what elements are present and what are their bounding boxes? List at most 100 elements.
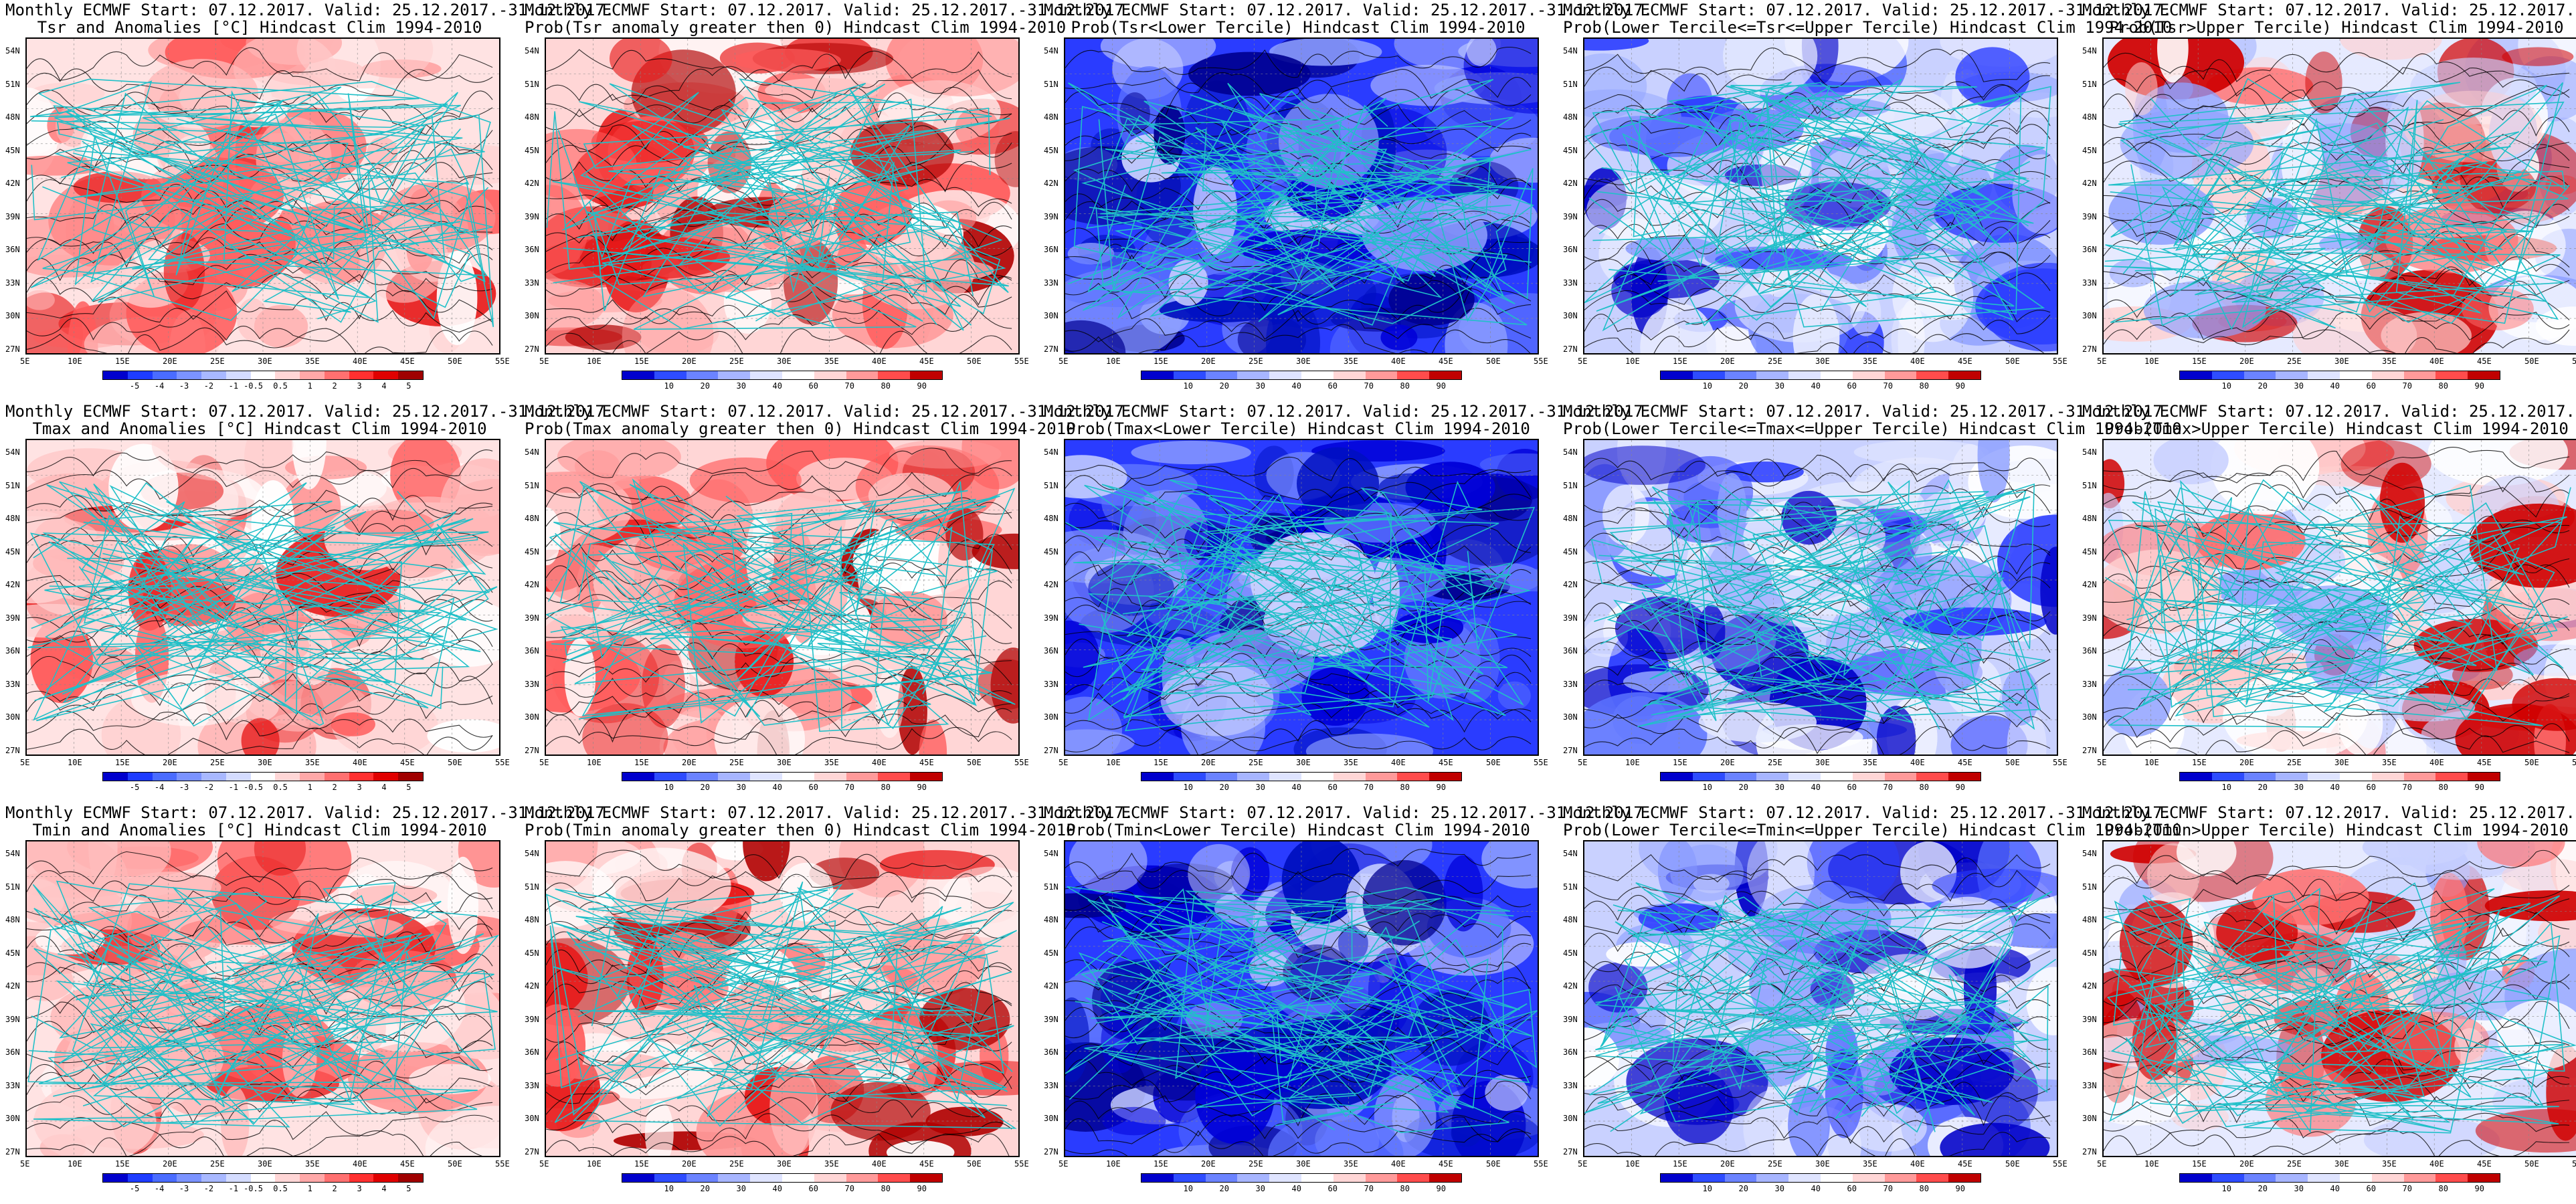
color-scale-swatch bbox=[2403, 773, 2436, 781]
color-scale-swatch bbox=[910, 1174, 942, 1182]
map-field bbox=[2104, 841, 2576, 1156]
color-scale-tick-label: 90 bbox=[917, 381, 927, 391]
color-scale-tick-label: 1 bbox=[307, 783, 312, 792]
longitude-tick-label: 40E bbox=[353, 1159, 367, 1169]
map-area bbox=[1064, 439, 1539, 756]
longitude-tick-label: 35E bbox=[1863, 357, 1877, 366]
longitude-tick-label: 30E bbox=[777, 758, 792, 767]
longitude-tick-label: 35E bbox=[824, 357, 839, 366]
latitude-tick-label: 36N bbox=[1044, 245, 1059, 255]
panel-title-line2: Prob(Tsr<Lower Tercile) Hindcast Clim 19… bbox=[1071, 18, 1526, 37]
longitude-tick-label: 30E bbox=[258, 1159, 272, 1169]
latitude-tick-label: 30N bbox=[1044, 1114, 1059, 1124]
longitude-tick-label: 20E bbox=[1720, 758, 1735, 767]
color-scale-swatch bbox=[686, 773, 719, 781]
color-scale-swatch bbox=[1661, 773, 1693, 781]
panel-title-line1: Monthly ECMWF Start: 07.12.2017. Valid: … bbox=[2082, 803, 2576, 822]
color-scale-swatch bbox=[1852, 371, 1885, 379]
color-scale-swatch bbox=[2468, 773, 2500, 781]
latitude-tick-label: 42N bbox=[1044, 981, 1059, 991]
latitude-tick-label: 30N bbox=[525, 1114, 539, 1124]
color-scale-swatch bbox=[2403, 371, 2436, 379]
color-scale-swatch bbox=[1301, 773, 1333, 781]
latitude-tick-label: 27N bbox=[1044, 344, 1059, 354]
color-scale-swatch bbox=[1301, 371, 1333, 379]
color-scale-tick-label: 0.5 bbox=[273, 783, 288, 792]
map-area bbox=[2102, 840, 2576, 1157]
latitude-tick-label: 36N bbox=[525, 646, 539, 656]
panel-title-line1: Monthly ECMWF Start: 07.12.2017. Valid: … bbox=[5, 803, 615, 822]
color-scale-swatch bbox=[718, 371, 751, 379]
longitude-tick-label: 5E bbox=[1578, 1159, 1588, 1169]
color-scale-swatch bbox=[1756, 1174, 1789, 1182]
latitude-tick-label: 33N bbox=[525, 278, 539, 288]
latitude-tick-label: 54N bbox=[2082, 46, 2097, 56]
longitude-tick-label: 5E bbox=[2097, 357, 2107, 366]
color-scale-tick-label: 20 bbox=[700, 783, 710, 792]
color-scale-swatch bbox=[225, 1174, 251, 1182]
longitude-tick-label: 50E bbox=[1486, 1159, 1501, 1169]
color-scale-tick-label: 40 bbox=[2330, 1184, 2340, 1193]
panel-title-line1: Monthly ECMWF Start: 07.12.2017. Valid: … bbox=[525, 803, 1134, 822]
color-scale-tick-label: 20 bbox=[1738, 381, 1748, 391]
longitude-tick-label: 20E bbox=[2239, 1159, 2254, 1169]
latitude-tick-label: 48N bbox=[1044, 915, 1059, 925]
latitude-tick-label: 54N bbox=[1044, 849, 1059, 858]
color-scale-swatch bbox=[2180, 1174, 2212, 1182]
panel-title-line2: Prob(Tsr anomaly greater then 0) Hindcas… bbox=[525, 18, 1067, 37]
map-panel: Monthly ECMWF Start: 07.12.2017. Valid: … bbox=[5, 0, 615, 401]
color-scale-ticks: 10 20 30 40 60 70 80 90 bbox=[2195, 381, 2484, 391]
longitude-tick-label: 5E bbox=[1059, 1159, 1069, 1169]
color-scale-tick-label: 20 bbox=[1738, 783, 1748, 792]
color-scale-swatch bbox=[1205, 773, 1238, 781]
color-scale-swatch bbox=[275, 371, 300, 379]
map-field bbox=[2104, 440, 2576, 755]
longitude-tick-label: 55E bbox=[1534, 357, 1548, 366]
color-scale-ticks: 10 20 30 40 60 70 80 90 bbox=[2195, 1184, 2484, 1193]
color-scale-swatch bbox=[349, 1174, 374, 1182]
color-scale-tick-label: 70 bbox=[1883, 1184, 1893, 1193]
color-scale-swatch bbox=[398, 371, 423, 379]
panel-title-line2: Prob(Tmax>Upper Tercile) Hindcast Clim 1… bbox=[2104, 419, 2569, 438]
latitude-tick-label: 51N bbox=[1044, 79, 1059, 89]
color-scale-tick-label: -5 bbox=[129, 1184, 140, 1193]
color-scale-bar bbox=[1660, 371, 1981, 380]
panel-title-line1: Monthly ECMWF Start: 07.12.2017. Valid: … bbox=[5, 1, 615, 19]
longitude-tick-label: 50E bbox=[2005, 758, 2020, 767]
longitude-tick-label: 25E bbox=[210, 758, 225, 767]
color-scale-swatch bbox=[225, 773, 251, 781]
color-scale-tick-label: 90 bbox=[1436, 381, 1446, 391]
latitude-tick-label: 36N bbox=[1563, 1047, 1578, 1058]
color-scale-swatch bbox=[1724, 371, 1757, 379]
panel-title-line2: Prob(Lower Tercile<=Tsr<=Upper Tercile) … bbox=[1563, 18, 2173, 37]
longitude-tick-label: 35E bbox=[2382, 1159, 2397, 1169]
latitude-tick-label: 42N bbox=[1044, 179, 1059, 189]
longitude-tick-label: 25E bbox=[2287, 1159, 2302, 1169]
color-scale-tick-label: 4 bbox=[381, 381, 387, 391]
longitude-tick-label: 55E bbox=[1534, 1159, 1548, 1169]
latitude-tick-label: 39N bbox=[5, 211, 20, 221]
color-scale-swatch bbox=[686, 1174, 719, 1182]
color-scale-swatch bbox=[1237, 371, 1270, 379]
longitude-tick-label: 55E bbox=[1534, 758, 1548, 767]
map-panel: Monthly ECMWF Start: 07.12.2017. Valid: … bbox=[1563, 803, 2182, 1204]
color-scale-swatch bbox=[1333, 371, 1366, 379]
latitude-tick-label: 33N bbox=[1563, 1080, 1578, 1090]
longitude-tick-label: 15E bbox=[1673, 758, 1687, 767]
color-scale-bar bbox=[102, 772, 424, 781]
longitude-tick-label: 40E bbox=[1910, 758, 1925, 767]
latitude-tick-label: 45N bbox=[1044, 948, 1059, 958]
color-scale-swatch bbox=[1301, 1174, 1333, 1182]
longitude-tick-label: 55E bbox=[495, 758, 510, 767]
longitude-tick-label: 25E bbox=[1768, 1159, 1782, 1169]
longitude-tick-label: 5E bbox=[20, 357, 30, 366]
color-scale-swatch bbox=[1429, 371, 1461, 379]
color-scale-tick-label: 60 bbox=[1327, 783, 1338, 792]
latitude-tick-label: 27N bbox=[525, 1147, 539, 1157]
color-scale-swatch bbox=[622, 371, 654, 379]
latitude-tick-label: 33N bbox=[2082, 278, 2097, 288]
longitude-tick-label: 40E bbox=[2429, 1159, 2444, 1169]
color-scale-tick-label: 60 bbox=[808, 1184, 818, 1193]
latitude-tick-label: 54N bbox=[525, 849, 539, 858]
color-scale-swatch bbox=[2435, 773, 2468, 781]
